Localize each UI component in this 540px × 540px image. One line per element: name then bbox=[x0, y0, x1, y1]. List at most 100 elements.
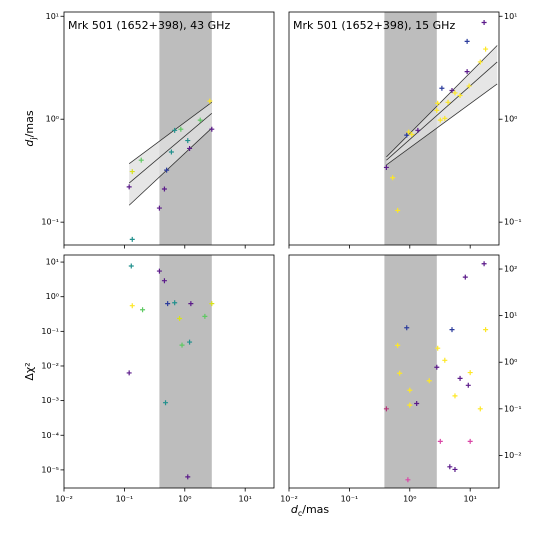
y-axis-label: Δχ² bbox=[23, 362, 36, 380]
y-tick-label: 10² bbox=[504, 265, 517, 274]
data-point bbox=[415, 127, 421, 133]
data-point bbox=[172, 300, 178, 306]
y-tick-label: 10¹ bbox=[46, 12, 59, 21]
panel-title: Mrk 501 (1652+398), 15 GHz bbox=[293, 19, 455, 32]
data-point bbox=[477, 406, 483, 412]
data-point bbox=[383, 406, 389, 412]
data-point bbox=[209, 301, 215, 307]
data-point bbox=[435, 345, 441, 351]
interval-band bbox=[159, 255, 212, 488]
y-axis-label: dj/mas bbox=[23, 110, 38, 146]
data-point bbox=[404, 132, 410, 138]
data-point bbox=[202, 313, 208, 319]
data-point bbox=[404, 325, 410, 331]
data-point bbox=[161, 186, 167, 192]
data-point bbox=[126, 370, 132, 376]
data-point bbox=[434, 364, 440, 370]
y-tick-label: 10⁻⁵ bbox=[41, 465, 59, 474]
data-point bbox=[452, 90, 458, 96]
plot-area bbox=[383, 12, 498, 245]
data-point bbox=[481, 261, 487, 267]
data-point bbox=[405, 477, 411, 483]
x-tick-label: 10⁻² bbox=[280, 495, 298, 504]
data-point bbox=[483, 46, 489, 52]
data-point bbox=[457, 375, 463, 381]
data-point bbox=[445, 99, 451, 105]
data-point bbox=[437, 438, 443, 444]
y-tick-label: 10¹ bbox=[504, 12, 517, 21]
data-point bbox=[163, 400, 169, 406]
y-tick-label: 10⁰ bbox=[46, 115, 59, 124]
y-tick-label: 10⁻¹ bbox=[41, 327, 59, 336]
fit-line bbox=[386, 45, 498, 158]
data-point bbox=[464, 69, 470, 75]
y-tick-label: 10⁰ bbox=[46, 292, 59, 301]
data-point bbox=[209, 126, 215, 132]
data-point bbox=[452, 466, 458, 472]
data-point bbox=[207, 98, 213, 104]
fit-line bbox=[128, 127, 213, 206]
x-label-unit: /mas bbox=[302, 503, 329, 516]
panel-title: Mrk 501 (1652+398), 43 GHz bbox=[68, 19, 230, 32]
y-label-subscript: j bbox=[29, 137, 38, 140]
data-point bbox=[128, 263, 134, 269]
data-point bbox=[449, 327, 455, 333]
y-tick-label: 10⁻⁴ bbox=[41, 431, 59, 440]
y-label-symbol: d bbox=[23, 139, 36, 147]
plot-area bbox=[126, 12, 215, 245]
axes-frame bbox=[288, 254, 500, 489]
data-point bbox=[466, 83, 472, 89]
data-point bbox=[164, 167, 170, 173]
data-point bbox=[187, 145, 193, 151]
axes-frame bbox=[63, 254, 275, 489]
x-tick-label: 10¹ bbox=[463, 495, 476, 504]
x-tick-label: 10⁻¹ bbox=[341, 495, 359, 504]
x-label-subscript: c bbox=[298, 509, 302, 518]
data-point bbox=[477, 59, 483, 65]
x-tick-label: 10⁰ bbox=[403, 495, 416, 504]
x-label-symbol: d bbox=[291, 503, 299, 516]
fit-line bbox=[386, 61, 498, 161]
y-tick-label: 10⁻¹ bbox=[504, 404, 522, 413]
data-point bbox=[129, 169, 135, 175]
data-point bbox=[197, 117, 203, 123]
x-axis-label: dc/mas bbox=[291, 503, 330, 518]
fit-line bbox=[128, 113, 213, 184]
data-point bbox=[447, 464, 453, 470]
data-point bbox=[395, 207, 401, 213]
data-point bbox=[172, 127, 178, 133]
data-point bbox=[467, 438, 473, 444]
interval-band bbox=[384, 255, 437, 488]
data-point bbox=[439, 85, 445, 91]
data-point bbox=[161, 278, 167, 284]
y-tick-label: 10⁻² bbox=[504, 451, 522, 460]
data-point bbox=[156, 268, 162, 274]
data-point bbox=[187, 339, 193, 345]
x-tick-label: 10⁻¹ bbox=[116, 495, 134, 504]
data-point bbox=[462, 274, 468, 280]
data-point bbox=[390, 175, 396, 181]
fit-confidence bbox=[129, 102, 212, 206]
data-point bbox=[185, 138, 191, 144]
y-tick-label: 10⁻³ bbox=[41, 396, 59, 405]
data-point bbox=[156, 205, 162, 211]
axes-frame bbox=[63, 11, 275, 246]
data-point bbox=[426, 378, 432, 384]
data-point bbox=[452, 393, 458, 399]
data-point bbox=[442, 115, 448, 121]
data-point bbox=[178, 126, 184, 132]
fit-line bbox=[386, 83, 498, 166]
data-point bbox=[140, 307, 146, 313]
y-tick-label: 10⁰ bbox=[504, 358, 517, 367]
data-point bbox=[481, 19, 487, 25]
y-tick-label: 10⁰ bbox=[504, 115, 517, 124]
data-point bbox=[442, 357, 448, 363]
data-point bbox=[407, 402, 413, 408]
plot-area bbox=[126, 255, 215, 488]
y-tick-label: 10¹ bbox=[46, 258, 59, 267]
data-point bbox=[188, 301, 194, 307]
data-point bbox=[138, 157, 144, 163]
data-point bbox=[165, 301, 171, 307]
x-tick-label: 10⁰ bbox=[178, 495, 191, 504]
